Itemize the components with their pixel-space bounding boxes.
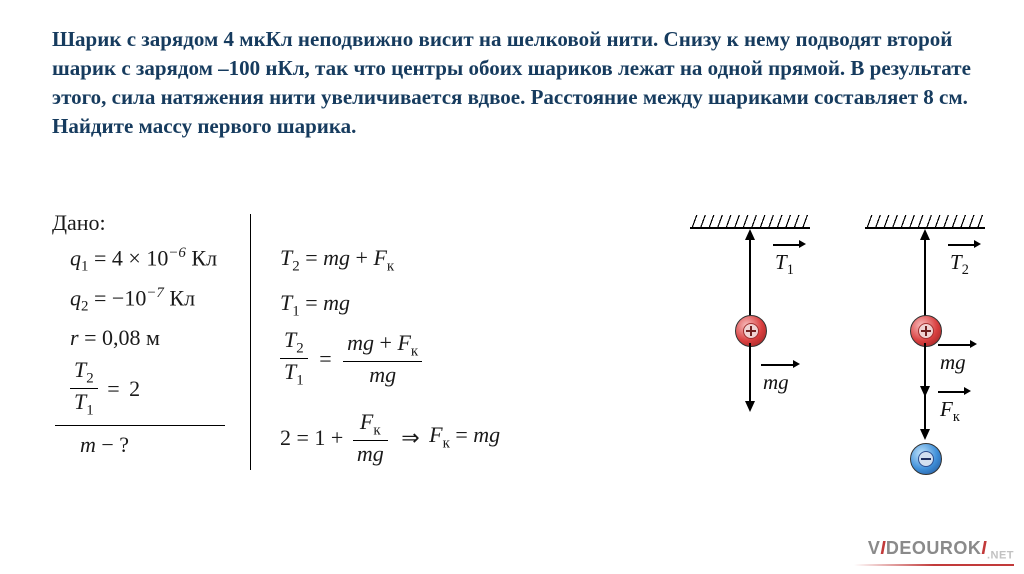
- ceiling-hatch-2: [865, 215, 985, 227]
- arrow-mg-head: [745, 401, 755, 412]
- given-q2: q2 = −10−7 Кл: [70, 285, 195, 316]
- find-m: m − ?: [80, 432, 129, 458]
- arrow-T2-head: [920, 229, 930, 240]
- given-r: r = 0,08 м: [70, 325, 160, 351]
- eq-ratio-frac: T2T1 = mg + Fкmg: [280, 328, 422, 389]
- label-T1: T1: [775, 250, 801, 279]
- arrow-T1-head: [745, 229, 755, 240]
- problem-statement: Шарик с зарядом 4 мкКл неподвижно висит …: [52, 25, 972, 141]
- label-mg-1: mg: [763, 370, 795, 395]
- arrow-T2-shaft: [924, 239, 926, 323]
- arrow-mg2-shaft: [924, 343, 926, 388]
- ball-negative: [910, 443, 942, 475]
- solution-divider: [250, 214, 251, 470]
- given-divider: [55, 425, 225, 426]
- label-mg-2: mg: [940, 350, 972, 375]
- watermark-brand: VIDEOUROKI.NET: [854, 538, 1014, 562]
- arrow-Fk-head: [920, 429, 930, 440]
- diagram-2: T2 mg Fк: [845, 215, 1015, 525]
- watermark: VIDEOUROKI.NET: [854, 538, 1014, 566]
- watermark-line: [854, 564, 1014, 566]
- eq-final: 2 = 1 + Fкmg ⇒ Fк = mg: [280, 410, 500, 465]
- ball-positive: [735, 315, 767, 347]
- arrow-Fk-shaft: [924, 391, 926, 431]
- ceiling-hatch: [690, 215, 810, 227]
- label-Fk: Fк: [940, 397, 966, 426]
- eq-T1: T1 = mg: [280, 290, 350, 320]
- plus-icon: [743, 323, 759, 339]
- eq-T2: T2 = mg + Fк: [280, 245, 394, 275]
- page: Шарик с зарядом 4 мкКл неподвижно висит …: [0, 0, 1024, 574]
- given-q1: q1 = 4 × 10−6 Кл: [70, 245, 217, 276]
- label-T2: T2: [950, 250, 976, 279]
- given-ratio: T2T1 = 2: [70, 358, 140, 419]
- arrow-T1-shaft: [749, 239, 751, 323]
- arrow-mg-shaft: [749, 343, 751, 403]
- given-label: Дано:: [52, 210, 106, 236]
- diagram-1: T1 mg: [660, 215, 830, 425]
- minus-icon: [918, 451, 934, 467]
- plus-icon-2: [918, 323, 934, 339]
